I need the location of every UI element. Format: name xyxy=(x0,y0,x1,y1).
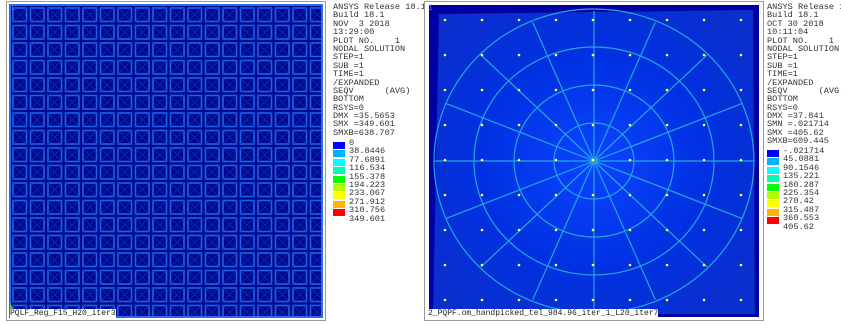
legend-swatch xyxy=(333,142,345,149)
legend-label: 405.62 xyxy=(783,222,814,232)
legend-swatch xyxy=(333,201,345,208)
legend-swatch xyxy=(767,167,779,174)
panel: 1 2_PQPF.om_handpicked_tel_984.96_iter_1… xyxy=(420,0,841,325)
legend-swatch xyxy=(333,167,345,174)
legend-swatch xyxy=(767,200,779,207)
legend-swatch xyxy=(333,192,345,199)
legend-swatch xyxy=(767,184,779,191)
info-line: SMXB=609.445 xyxy=(767,137,841,145)
legend-swatch xyxy=(767,217,779,224)
window-number: 1 xyxy=(428,4,433,13)
legend-swatch xyxy=(767,150,779,157)
legend-swatch xyxy=(333,150,345,157)
panel: 1 PQLF_Reg_F15_H20_iter3 ANSYS Release 1… xyxy=(0,0,420,325)
legend-label: 349.601 xyxy=(349,214,385,224)
contour-plot xyxy=(7,2,325,320)
legend-swatch xyxy=(333,209,345,216)
window-number: 1 xyxy=(10,4,15,13)
legend-swatch xyxy=(767,209,779,216)
footer-label: PQLF_Reg_F15_H20_iter3 xyxy=(10,309,116,318)
legend-swatch xyxy=(333,159,345,166)
plot-window: 1 2_PQPF.om_handpicked_tel_984.96_iter_1… xyxy=(424,1,764,321)
contour-plot xyxy=(425,2,763,320)
legend-swatch xyxy=(333,184,345,191)
legend-swatch xyxy=(333,176,345,183)
plot-window: 1 PQLF_Reg_F15_H20_iter3 xyxy=(6,1,326,321)
page: {"panels": [ {"window_number": "1", "inf… xyxy=(0,0,841,325)
legend-swatch xyxy=(767,158,779,165)
legend-swatch xyxy=(767,192,779,199)
info-line: SMXB=638.707 xyxy=(333,129,426,137)
legend-swatch xyxy=(767,175,779,182)
footer-label: 2_PQPF.om_handpicked_tel_984.96_iter_1_L… xyxy=(428,309,658,318)
